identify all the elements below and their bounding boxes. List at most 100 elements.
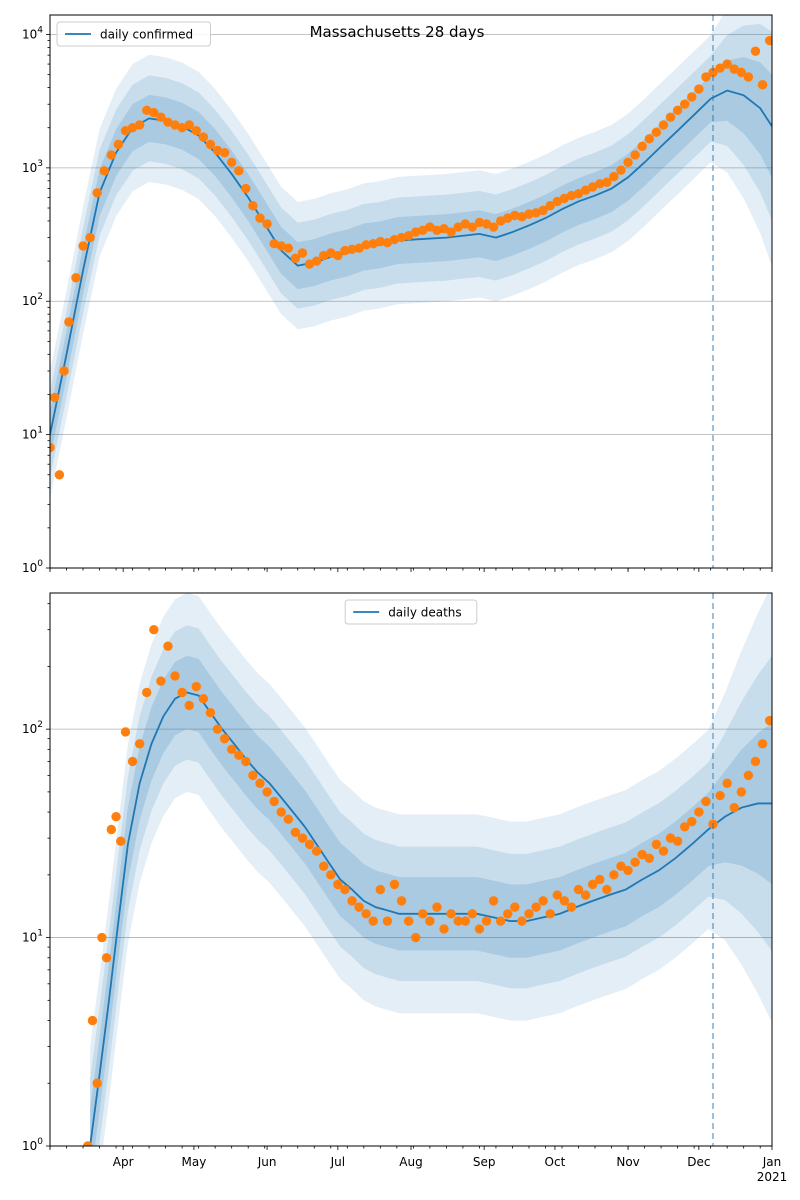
observed-point: [297, 248, 308, 258]
y-tick-label: 100: [22, 559, 43, 575]
observed-point: [637, 141, 647, 152]
observed-point: [651, 127, 662, 137]
observed-point: [59, 366, 69, 376]
observed-point: [106, 150, 117, 160]
x-tick-label: May: [182, 1155, 207, 1169]
x-tick-label: Oct: [545, 1155, 566, 1169]
observed-point: [191, 681, 201, 692]
observed-point: [234, 166, 244, 176]
observed-point: [368, 239, 378, 249]
observed-point: [602, 884, 612, 895]
observed-point: [219, 147, 230, 158]
observed-point: [184, 120, 194, 130]
observed-point: [116, 836, 126, 846]
observed-point: [595, 874, 605, 885]
observed-point: [177, 687, 187, 698]
observed-point: [361, 909, 371, 919]
observed-point: [439, 223, 449, 234]
observed-point: [559, 896, 570, 906]
observed-point: [276, 241, 286, 251]
legend-box: [56, 21, 211, 47]
observed-point: [269, 239, 279, 249]
observed-point: [623, 865, 633, 876]
observed-point: [418, 225, 428, 236]
x-tick-label: Jul: [330, 1155, 345, 1169]
observed-point: [283, 814, 294, 824]
observed-point: [432, 902, 442, 912]
observed-point: [142, 105, 152, 116]
observed-point: [418, 909, 428, 919]
observed-point: [389, 234, 400, 245]
legend-box: [344, 599, 478, 625]
observed-point: [580, 890, 591, 900]
observed-point: [54, 470, 65, 480]
observed-point: [304, 839, 315, 850]
observed-point: [623, 157, 633, 168]
observed-point: [517, 212, 527, 222]
legend: daily confirmed: [56, 21, 211, 47]
observed-point: [538, 205, 548, 216]
observed-point: [474, 217, 485, 228]
observed-point: [396, 232, 407, 243]
observed-point: [701, 796, 711, 807]
observed-point: [347, 896, 357, 906]
observed-point: [510, 210, 520, 221]
observed-point: [736, 787, 747, 797]
observed-point: [368, 916, 378, 926]
observed-point: [106, 824, 117, 835]
observed-point: [50, 392, 60, 403]
y-tick-label: 104: [22, 25, 43, 41]
y-tick-label: 103: [22, 159, 43, 175]
observed-point: [290, 253, 301, 263]
observed-point: [170, 671, 180, 681]
observed-point: [495, 916, 506, 926]
observed-point: [524, 909, 534, 919]
observed-point: [552, 196, 562, 207]
observed-point: [248, 770, 258, 781]
observed-point: [467, 222, 478, 232]
y-tick-label: 100: [22, 1137, 43, 1153]
observed-point: [205, 707, 216, 718]
observed-point: [616, 861, 626, 871]
plot-area: [50, 15, 772, 499]
legend-label: daily confirmed: [100, 28, 193, 42]
observed-point: [163, 117, 173, 127]
deaths-panel: 100 101 102 Apr May Jun Jul Aug Sep Oct Nov Dec Jan2…: [22, 592, 787, 1184]
x-tick-label: Sep: [473, 1155, 496, 1169]
observed-point: [644, 853, 655, 864]
observed-point: [403, 916, 414, 926]
observed-point: [694, 84, 704, 94]
observed-point: [389, 879, 400, 890]
observed-point: [127, 756, 138, 767]
observed-point: [630, 857, 640, 867]
observed-point: [432, 225, 442, 236]
observed-point: [481, 219, 492, 229]
observed-point: [64, 317, 74, 327]
x-tick-label: Jun: [257, 1155, 277, 1169]
legend: daily deaths: [344, 599, 478, 625]
y-tick-label: 102: [22, 720, 43, 736]
observed-point: [559, 193, 570, 204]
observed-point: [679, 822, 690, 832]
observed-point: [644, 134, 655, 144]
observed-point: [672, 105, 683, 116]
observed-point: [566, 902, 577, 912]
x-tick-label: Aug: [399, 1155, 422, 1169]
observed-point: [241, 183, 251, 194]
observed-point: [453, 222, 463, 232]
uncertainty-band: [50, 15, 772, 499]
observed-point: [248, 201, 258, 211]
observed-point: [531, 902, 541, 912]
observed-point: [318, 250, 329, 261]
observed-point: [609, 171, 619, 182]
observed-point: [580, 185, 591, 195]
observed-point: [510, 902, 520, 912]
observed-point: [764, 715, 772, 726]
observed-point: [142, 687, 152, 698]
observed-point: [382, 237, 393, 248]
observed-point: [750, 46, 761, 56]
observed-point: [276, 807, 286, 817]
observed-point: [453, 916, 463, 926]
observed-point: [198, 693, 209, 704]
